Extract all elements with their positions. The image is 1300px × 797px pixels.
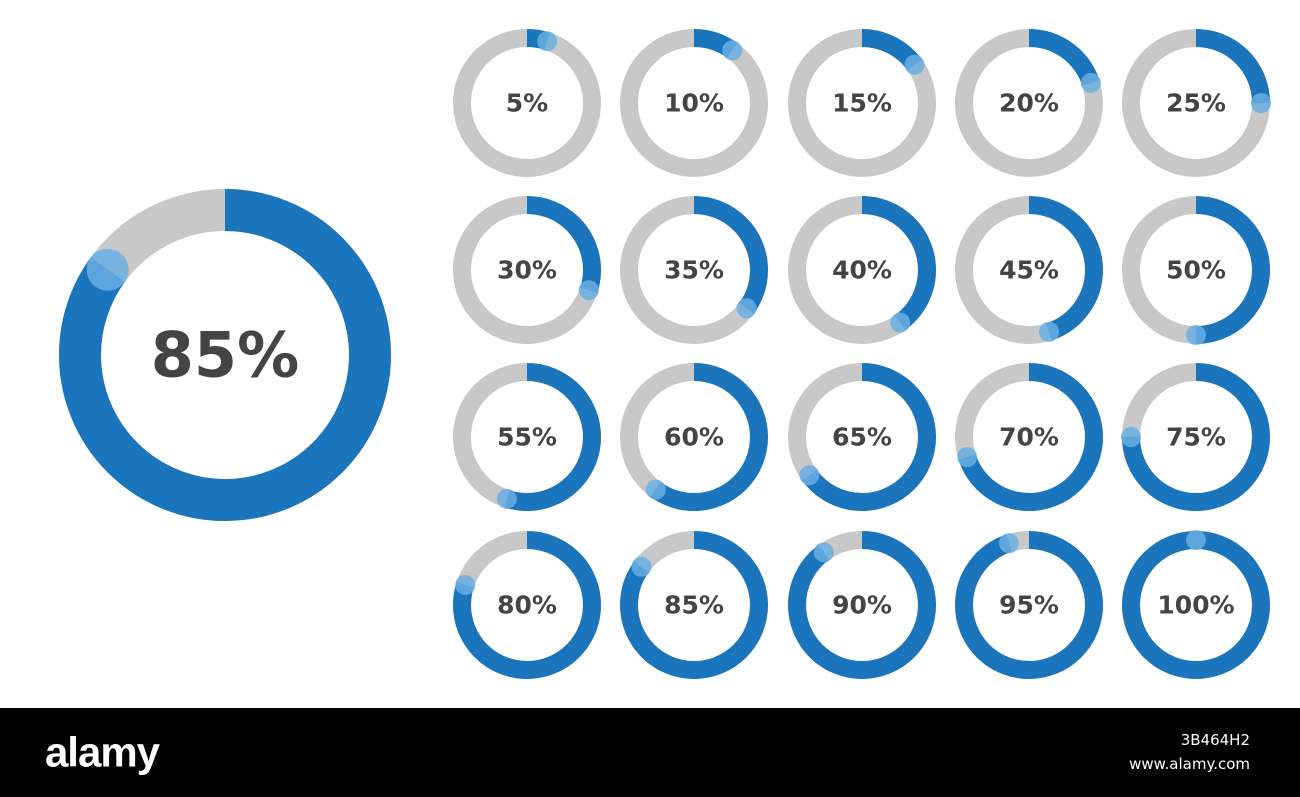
ring-progress: [955, 531, 1103, 679]
ring-label: 55%: [497, 423, 557, 452]
ring-knob: [645, 479, 666, 500]
ring-knob: [455, 574, 476, 595]
ring-label: 20%: [999, 89, 1059, 118]
footer-bar: [0, 708, 1300, 797]
ring-progress: [620, 29, 768, 177]
ring-label: 5%: [506, 89, 548, 118]
ring-label: 60%: [664, 423, 724, 452]
ring-label: 40%: [832, 256, 892, 285]
ring-progress: [788, 363, 936, 511]
ring-label: 100%: [1157, 591, 1234, 620]
image-id: 3B464H2: [1181, 731, 1250, 749]
ring-progress: [453, 196, 601, 344]
ring-progress: [788, 531, 936, 679]
ring-knob: [537, 31, 558, 52]
ring-knob: [813, 542, 834, 563]
ring-knob: [1186, 530, 1206, 550]
ring-knob: [957, 447, 978, 468]
ring-label: 15%: [832, 89, 892, 118]
ring-progress: [620, 196, 768, 344]
ring-label: 85%: [151, 319, 299, 392]
ring-label: 65%: [832, 423, 892, 452]
ring-label: 95%: [999, 591, 1059, 620]
footer-brand: alamy: [45, 729, 161, 776]
ring-knob: [890, 312, 911, 333]
ring-progress: [788, 196, 936, 344]
ring-progress: [453, 29, 601, 177]
ring-label: 70%: [999, 423, 1059, 452]
ring-label: 75%: [1166, 423, 1226, 452]
ring-knob: [998, 533, 1019, 554]
ring-progress: [620, 531, 768, 679]
ring-knob: [1186, 325, 1206, 345]
ring-label: 80%: [497, 591, 557, 620]
ring-progress: [59, 189, 391, 521]
ring-label: 30%: [497, 256, 557, 285]
ring-label: 25%: [1166, 89, 1226, 118]
ring-knob: [1121, 427, 1141, 447]
ring-progress: [453, 363, 601, 511]
ring-label: 45%: [999, 256, 1059, 285]
ring-knob: [799, 465, 820, 486]
ring-label: 35%: [664, 256, 724, 285]
ring-progress: [955, 363, 1103, 511]
ring-label: 10%: [664, 89, 724, 118]
ring-knob: [86, 248, 129, 291]
ring-knob: [631, 556, 652, 577]
ring-progress: [955, 196, 1103, 344]
ring-knob: [1251, 93, 1271, 113]
footer-url: www.alamy.com: [1129, 755, 1250, 773]
ring-progress: [788, 29, 936, 177]
ring-label: 90%: [832, 591, 892, 620]
ring-knob: [736, 298, 757, 319]
ring-label: 50%: [1166, 256, 1226, 285]
ring-knob: [578, 280, 599, 301]
ring-knob: [496, 488, 517, 509]
ring-progress: [620, 363, 768, 511]
ring-label: 85%: [664, 591, 724, 620]
ring-knob: [1039, 321, 1060, 342]
ring-knob: [1080, 72, 1101, 93]
ring-progress: [453, 531, 601, 679]
ring-knob: [722, 40, 743, 61]
ring-progress: [955, 29, 1103, 177]
ring-knob: [904, 54, 925, 75]
